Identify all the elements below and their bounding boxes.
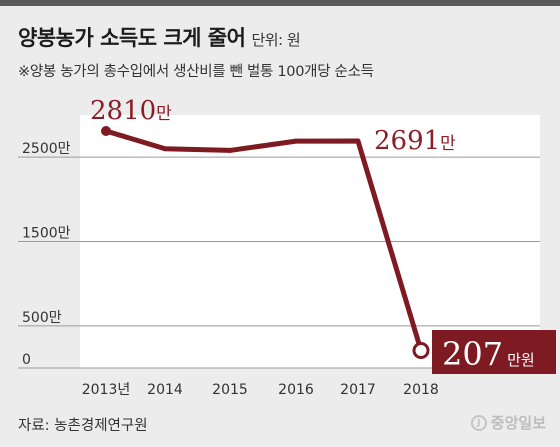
data-point [355, 138, 361, 144]
series-line [103, 128, 424, 354]
x-tick-label: 2014 [147, 382, 183, 398]
source-note: 자료: 농촌경제연구원 [18, 418, 148, 434]
x-tick-label: 2017 [340, 382, 376, 398]
x-tick-label: 2015 [212, 382, 248, 398]
data-label: 2810만 [90, 96, 172, 126]
data-point [293, 138, 299, 144]
data-point [162, 146, 168, 152]
data-point [412, 342, 430, 360]
unit-label: 단위: 원 [251, 31, 301, 49]
top-accent-bar [0, 0, 560, 6]
x-tick-label: 2016 [278, 382, 314, 398]
grid-layer: 0 500만 1500만 2500만 2013년 2014 2015 2016 2017 2018 [18, 115, 540, 398]
publisher-logo: J 중앙일보 [470, 412, 546, 433]
logo-mark-icon: J [470, 414, 487, 431]
callout-box [432, 330, 556, 374]
chart-subtitle: ※양봉 농가의 총수입에서 생산비를 뺀 벌통 100개당 순소득 [18, 64, 374, 80]
title-text: 양봉농가 소득도 크게 줄어 [18, 26, 246, 50]
data-point [101, 126, 111, 137]
y-tick-label: 500만 [22, 310, 62, 326]
data-label: 207 만원 [442, 335, 535, 373]
data-label: 2691만 [374, 126, 456, 156]
x-tick-label: 2013년 [82, 382, 131, 398]
series-layer [101, 126, 430, 360]
data-point [227, 147, 233, 153]
logo-text: 중앙일보 [490, 414, 546, 432]
chart-title: 양봉농가 소득도 크게 줄어 단위: 원 [18, 22, 301, 52]
y-tick-label: 2500만 [22, 141, 71, 157]
x-tick-label: 2018 [403, 382, 439, 398]
label-layer: 2810만 2691만 207 만원 [90, 96, 556, 374]
y-tick-label: 1500만 [22, 226, 71, 242]
y-tick-label: 0 [22, 352, 31, 368]
